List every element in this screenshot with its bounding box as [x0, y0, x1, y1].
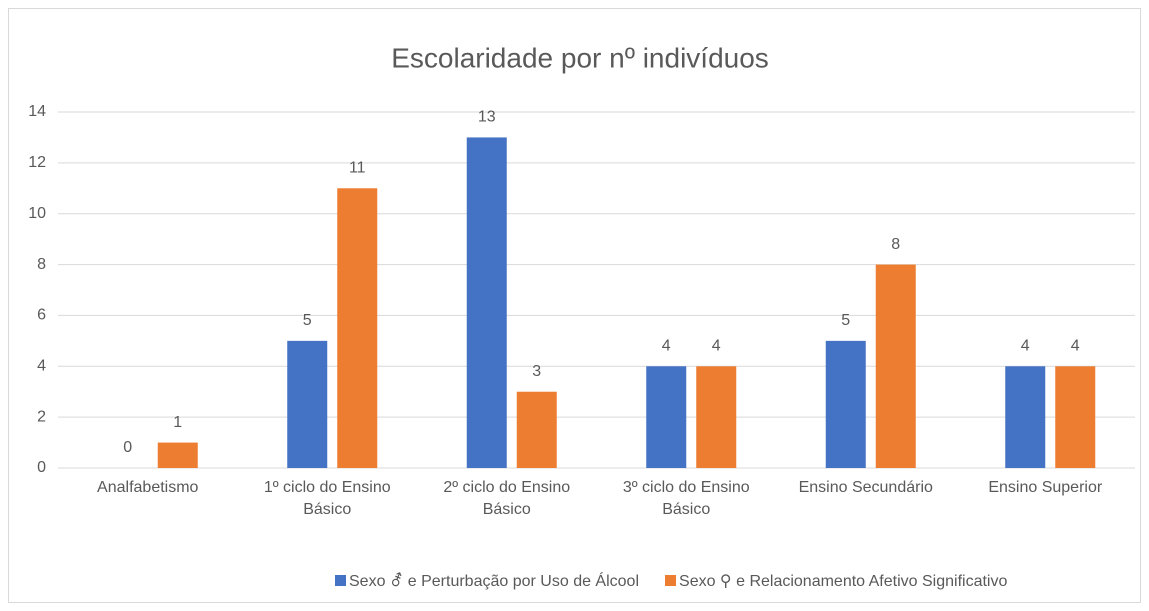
data-label: 5: [303, 312, 312, 329]
x-tick-label: Ensino Secundário: [798, 479, 933, 496]
legend-swatch: [665, 575, 677, 586]
data-label: 11: [349, 160, 366, 177]
y-tick-label: 0: [37, 459, 46, 476]
data-label: 13: [478, 109, 496, 126]
data-label: 8: [891, 236, 900, 253]
data-label: 3: [532, 363, 541, 380]
y-tick-label: 2: [37, 408, 46, 425]
bar: [1055, 366, 1096, 468]
bar: [157, 442, 198, 468]
x-tick-label: Analfabetismo: [97, 479, 199, 496]
x-tick-label: Ensino Superior: [988, 479, 1103, 496]
x-tick-label: 1º ciclo do Ensino Básico: [263, 479, 391, 518]
chart-title: Escolaridade por nº indivíduos: [391, 42, 769, 73]
data-label: 4: [1071, 338, 1080, 355]
bar: [1005, 366, 1046, 468]
bar: [466, 137, 507, 468]
legend-swatch: [335, 575, 346, 586]
bar: [696, 366, 737, 468]
chart-frame: [8, 8, 1141, 603]
y-tick-label: 14: [28, 103, 46, 120]
y-tick-label: 10: [28, 205, 46, 222]
y-tick-label: 4: [37, 358, 46, 375]
bar: [287, 340, 328, 468]
bar: [646, 366, 687, 468]
data-label: 4: [1021, 338, 1030, 355]
data-label: 0: [123, 439, 132, 456]
data-label: 4: [712, 338, 721, 355]
bar: [337, 188, 378, 469]
data-label: 4: [662, 338, 671, 355]
x-tick-label: 3º ciclo do Ensino Básico: [622, 479, 750, 518]
legend-label: Sexo ⚦ e Perturbação por Uso de Álcool: [349, 571, 639, 590]
y-tick-label: 12: [28, 154, 46, 171]
data-label: 5: [841, 312, 850, 329]
bar: [875, 264, 916, 468]
data-label: 1: [173, 414, 182, 431]
x-tick-label: 2º ciclo do Ensino Básico: [443, 479, 571, 518]
y-tick-label: 6: [37, 307, 46, 324]
y-tick-label: 8: [37, 256, 46, 273]
bar: [516, 391, 557, 468]
legend-label: Sexo ⚲ e Relacionamento Afetivo Signific…: [679, 573, 1007, 590]
bar: [825, 340, 866, 468]
